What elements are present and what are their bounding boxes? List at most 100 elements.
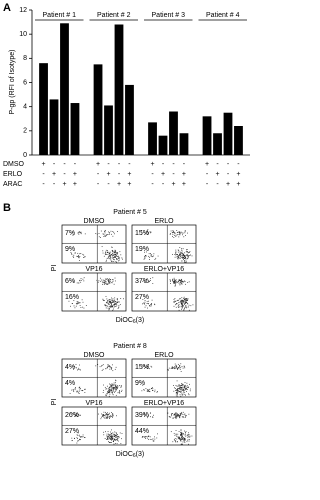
event-dot [112,249,114,251]
event-dot [177,414,179,415]
event-dot [102,281,104,283]
event-dot [184,385,186,387]
event-dot [182,437,184,439]
event-dot [181,388,183,390]
event-dot [122,258,123,260]
event-dot [181,432,183,433]
event-dot [183,308,185,310]
event-dot [186,434,188,436]
event-dot [109,301,111,302]
event-dot [111,383,113,385]
event-dot [107,365,109,367]
event-dot [109,386,111,388]
event-dot [111,260,113,262]
event-dot [174,300,175,302]
lower-left-percent: 9% [65,246,75,253]
event-dot [181,443,183,445]
plot-label: VP16 [85,266,102,273]
event-dot [170,280,171,282]
event-dot [81,389,83,391]
event-dot [79,414,81,416]
event-dot [104,386,106,388]
event-dot [182,414,184,415]
event-dot [183,437,184,439]
event-dot [179,368,181,370]
event-dot [181,302,183,304]
event-dot [144,389,146,391]
treatment-sign: - [162,161,165,168]
event-dot [176,256,178,258]
event-dot [78,413,80,415]
event-dot [184,441,186,443]
event-dot [176,282,178,283]
event-dot [105,394,106,396]
event-dot [176,438,178,440]
event-dot [78,260,80,261]
event-dot [148,391,150,392]
event-dot [181,389,183,391]
lower-left-percent: 9% [135,380,145,387]
event-dot [184,299,186,301]
event-dot [188,252,190,253]
event-dot [110,433,112,435]
event-dot [170,283,171,284]
event-dot [110,437,111,439]
event-dot [113,251,115,253]
event-dot [116,252,118,254]
event-dot [104,230,105,232]
y-tick-label: 12 [19,7,27,14]
event-dot [177,256,179,258]
event-dot [148,438,149,440]
event-dot [112,387,114,389]
event-dot [75,367,77,369]
event-dot [179,280,181,281]
event-dot [105,253,107,255]
event-dot [150,365,152,367]
event-dot [75,414,77,416]
event-dot [181,366,183,367]
event-dot [184,260,185,261]
event-dot [179,298,181,300]
event-dot [178,304,180,306]
event-dot [84,388,86,390]
event-dot [107,388,109,390]
event-dot [73,305,75,307]
event-dot [76,303,78,305]
y-tick-label: 2 [23,128,27,135]
event-dot [115,387,117,389]
event-dot [80,279,82,281]
event-dot [107,417,108,419]
event-dot [109,436,111,437]
event-dot [174,416,176,418]
event-dot [181,434,183,436]
event-dot [112,434,114,436]
event-dot [109,391,111,393]
event-dot [149,259,150,260]
event-dot [102,252,104,254]
event-dot [176,414,178,416]
event-dot [182,389,184,391]
event-dot [121,391,122,392]
event-dot [108,258,110,260]
event-dot [184,256,186,258]
event-dot [82,436,84,438]
event-dot [179,301,181,303]
event-dot [110,367,112,369]
event-dot [96,233,98,235]
event-dot [107,392,109,394]
event-dot [181,394,183,396]
event-dot [174,281,176,282]
event-dot [175,306,177,308]
event-dot [185,305,186,307]
event-dot [112,415,114,417]
event-dot [113,304,115,306]
event-dot [186,301,187,303]
event-dot [171,413,173,415]
event-dot [176,300,178,301]
event-dot [184,413,186,415]
event-dot [83,254,85,256]
x-axis-title-part: (3) [136,451,145,458]
event-dot [175,252,177,254]
event-dot [115,389,117,391]
event-dot [172,417,174,419]
